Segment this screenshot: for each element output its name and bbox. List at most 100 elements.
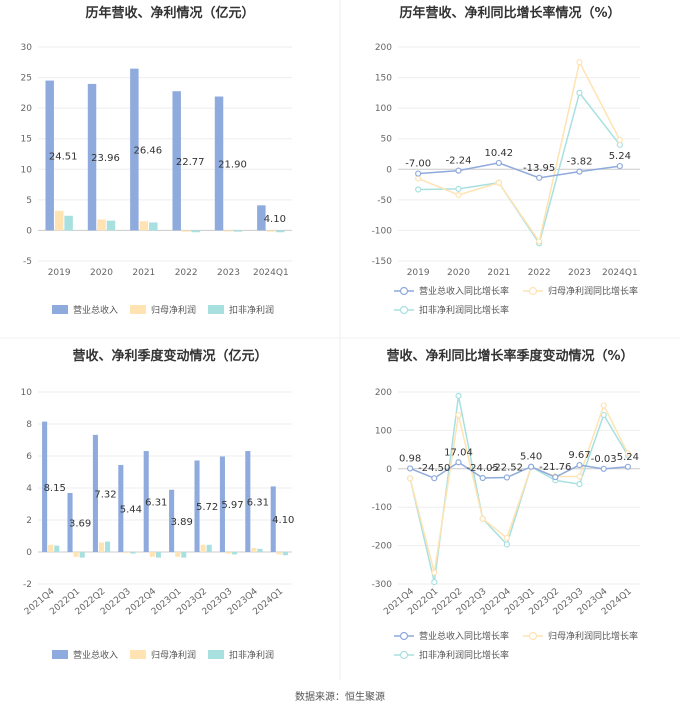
bar-1 [45, 80, 54, 231]
y-tick-label: 2 [26, 516, 32, 526]
bar-1 [67, 492, 73, 552]
bar-3 [79, 552, 85, 558]
bar-1 [257, 205, 266, 231]
bar-3 [64, 215, 73, 231]
series-line-2 [409, 403, 629, 573]
legend-swatch [130, 305, 146, 314]
bar-2 [73, 552, 79, 557]
x-tick-label: 2024Q1 [253, 268, 289, 278]
chart-4: 营收、净利同比增长率季度变动情况（%）-300-200-100010020020… [372, 348, 640, 661]
data-label: 21.90 [218, 159, 247, 170]
data-label: 23.96 [91, 153, 120, 164]
bar-2 [276, 552, 282, 555]
data-label: 5.40 [520, 452, 542, 463]
y-tick-label: -150 [372, 257, 393, 267]
bar-1 [172, 91, 181, 231]
point-3 [576, 481, 583, 488]
y-tick-label: 0 [386, 465, 392, 475]
point-2 [503, 534, 510, 542]
point-1 [576, 168, 583, 175]
x-tick-label: 2022 [528, 268, 551, 278]
bar-3 [155, 552, 161, 558]
data-label: 5.72 [196, 502, 218, 513]
point-2 [600, 402, 607, 409]
x-tick-label: 2024Q1 [602, 268, 638, 278]
legend-marker [399, 286, 409, 296]
legend-label: 扣非净利润同比增长率 [419, 304, 509, 316]
bar-1 [245, 451, 251, 552]
data-label: 4.10 [264, 214, 286, 225]
legend-swatch [52, 650, 68, 659]
bar-2 [54, 210, 64, 231]
bar-3 [257, 548, 263, 552]
bar-1 [214, 96, 224, 231]
point-3 [503, 541, 510, 548]
bar-2 [97, 219, 106, 231]
bar-3 [106, 220, 116, 231]
point-1 [431, 475, 438, 482]
legend-label: 归母净利润 [151, 304, 196, 316]
y-tick-label: 150 [375, 74, 392, 84]
bar-3 [130, 552, 136, 554]
x-tick-label: 2023 [217, 268, 240, 278]
y-tick-label: 20 [21, 104, 33, 114]
data-label: 24.51 [49, 151, 78, 162]
legend-label: 营业总收入同比增长率 [419, 285, 509, 297]
x-tick-label: 2019 [407, 268, 430, 278]
y-tick-label: -50 [377, 196, 392, 206]
point-2 [431, 569, 438, 576]
data-label: 10.42 [485, 148, 514, 159]
data-source: 数据来源：恒生聚源 [295, 690, 385, 703]
bar-3 [105, 541, 111, 552]
y-tick-label: -2 [23, 580, 32, 590]
bar-1 [270, 486, 276, 552]
data-label: 5.97 [221, 500, 243, 511]
data-label: 4.10 [272, 515, 294, 526]
point-3 [576, 89, 583, 96]
point-1 [455, 167, 462, 174]
bar-1 [92, 434, 98, 552]
y-tick-label: 200 [375, 388, 392, 398]
chart-1: 历年营收、净利情况（亿元） -5 0 5 10 15 20 25 30 2019 2020 2021 2… [21, 5, 292, 316]
data-label: -2.24 [446, 156, 472, 167]
point-1 [503, 474, 510, 481]
data-label: -21.76 [539, 462, 571, 473]
point-3 [415, 186, 422, 193]
data-label: 17.04 [444, 447, 473, 458]
y-tick-label: 4 [26, 484, 32, 494]
bar-2 [266, 230, 276, 232]
x-tick-label: 2019 [48, 268, 71, 278]
point-2 [415, 175, 422, 182]
data-label: -0.03 [591, 454, 617, 465]
data-label: 7.32 [94, 489, 116, 500]
point-2 [576, 59, 583, 66]
bar-1 [169, 489, 175, 552]
legend-label: 归母净利润同比增长率 [548, 630, 638, 642]
data-label: 5.24 [617, 452, 639, 463]
y-tick-label: -200 [372, 542, 393, 552]
legend-marker [399, 631, 409, 641]
point-3 [431, 578, 438, 586]
chart-3: 营收、净利季度变动情况（亿元）-202468102021Q42022Q12022… [21, 348, 295, 661]
y-tick-label: -100 [372, 226, 393, 236]
point-1 [600, 465, 607, 472]
point-2 [479, 515, 486, 522]
bar-3 [191, 230, 200, 233]
chart-title: 历年营收、净利情况（亿元） [85, 5, 254, 21]
data-label: 0.98 [399, 453, 421, 464]
y-tick-label: -300 [372, 580, 393, 590]
bar-3 [206, 544, 212, 552]
bar-2 [251, 548, 257, 552]
data-label: 5.24 [609, 151, 631, 162]
data-label: 22.77 [176, 157, 205, 168]
point-2 [455, 411, 462, 419]
data-label: -24.05 [467, 463, 499, 474]
bar-3 [282, 552, 288, 556]
y-tick-label: -100 [372, 503, 393, 513]
legend-label: 营业总收入同比增长率 [419, 630, 509, 642]
point-1 [479, 474, 486, 482]
point-2 [407, 475, 414, 482]
y-tick-label: 25 [21, 74, 32, 84]
point-2 [576, 473, 583, 480]
y-tick-label: 0 [26, 548, 32, 558]
